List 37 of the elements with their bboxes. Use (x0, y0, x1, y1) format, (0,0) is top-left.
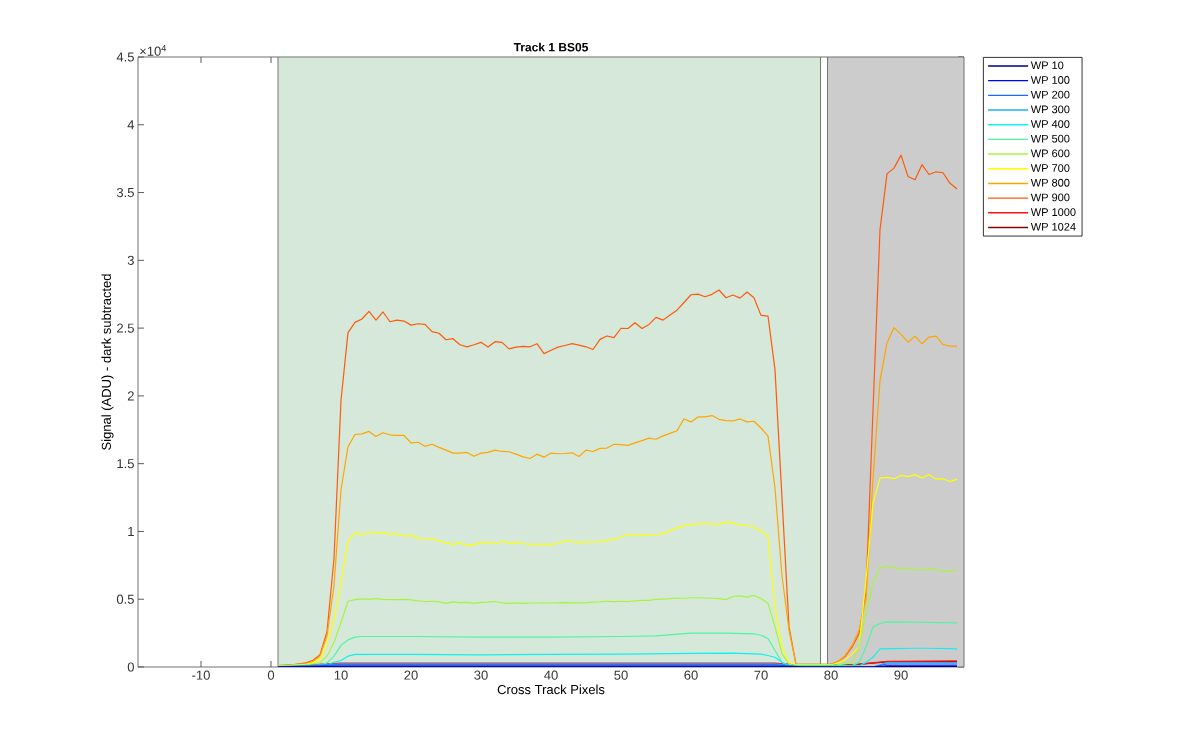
legend-label: WP 1000 (1030, 208, 1076, 216)
legend-label: WP 700 (1030, 164, 1070, 172)
y-tick-label: 3 (127, 255, 134, 265)
x-tick-label: 30 (474, 670, 488, 680)
x-tick-label: 20 (404, 670, 418, 680)
y-tick-label: 3.5 (116, 187, 134, 198)
legend-label: WP 600 (1030, 149, 1070, 158)
x-tick-label: 90 (894, 670, 908, 680)
legend-label: WP 900 (1030, 193, 1070, 202)
legend-label: WP 10 (1030, 61, 1064, 70)
y-tick-label: 0 (127, 662, 134, 672)
x-tick-label: -10 (192, 670, 210, 680)
y-tick-label: 0.5 (116, 594, 134, 604)
x-tick-label: 70 (754, 670, 768, 680)
y-tick-label: 2.5 (117, 323, 134, 333)
legend-label: WP 200 (1030, 90, 1070, 99)
chart-title: Track 1 BS05 (513, 42, 589, 52)
legend-label: WP 1024 (1030, 222, 1076, 231)
x-tick-label: 50 (614, 670, 628, 680)
x-tick-label: 0 (267, 670, 275, 680)
x-tick-label: 60 (684, 670, 698, 680)
y-tick-label: 4 (127, 120, 135, 130)
y-tick-label: 2 (127, 391, 134, 401)
x-tick-label: 80 (824, 670, 838, 680)
legend-label: WP 500 (1030, 134, 1070, 143)
text: ×10$^{4}$ (140, 45, 167, 56)
x-tick-label: 40 (544, 670, 558, 680)
legend-label: WP 300 (1030, 105, 1070, 114)
legend-label: WP 400 (1030, 120, 1070, 128)
legend-label: WP 800 (1030, 178, 1070, 187)
y-tick-label: 1.5 (117, 459, 134, 469)
y-tick-label: 4.5 (116, 52, 134, 62)
x-axis-title: Cross Track Pixels (497, 684, 605, 695)
y-axis-title: Signal (ADU) - dark subtracted (101, 274, 114, 450)
legend-label: WP 100 (1030, 76, 1070, 84)
y-tick-label: 1 (128, 526, 134, 536)
x-tick-label: 10 (334, 670, 348, 680)
